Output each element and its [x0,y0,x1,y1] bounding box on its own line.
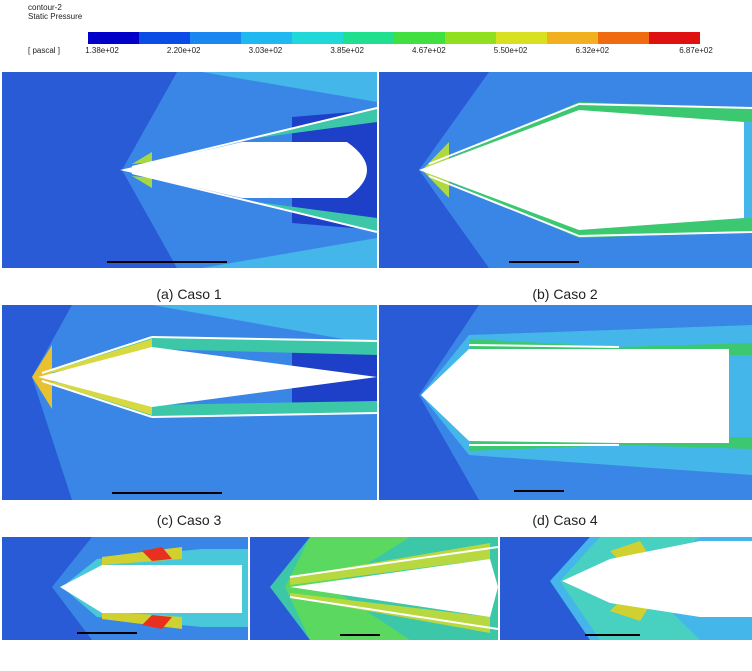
colorbar-label: 5.50e+02 [493,46,528,55]
panel-caption: (b) Caso 2 [532,286,598,302]
colorbar [88,32,700,44]
contour-panel [2,305,377,500]
contour-panel [250,537,498,640]
colorbar-label: 6.87e+02 [679,46,713,55]
panel-caption: (d) Caso 4 [532,512,598,528]
contour-panel [379,72,752,268]
panel-caption: (c) Caso 3 [156,512,222,528]
legend-unit: [ pascal ] [28,46,61,55]
colorbar-label: 2.20e+02 [166,46,201,55]
colorbar-label: 4.67e+02 [412,46,446,55]
contour-panel [379,305,752,500]
colorbar-label: 6.32e+02 [575,46,610,55]
legend-title: Static Pressure [28,12,83,21]
contour-panel [2,72,377,268]
legend-name: contour-2 [28,3,62,12]
colorbar-label: 1.38e+02 [85,46,119,55]
colorbar-label: 3.85e+02 [330,46,364,55]
contour-panel [500,537,752,640]
contour-panel [2,537,248,640]
colorbar-label: 3.03e+02 [248,46,283,55]
panel-caption: (a) Caso 1 [156,286,222,302]
